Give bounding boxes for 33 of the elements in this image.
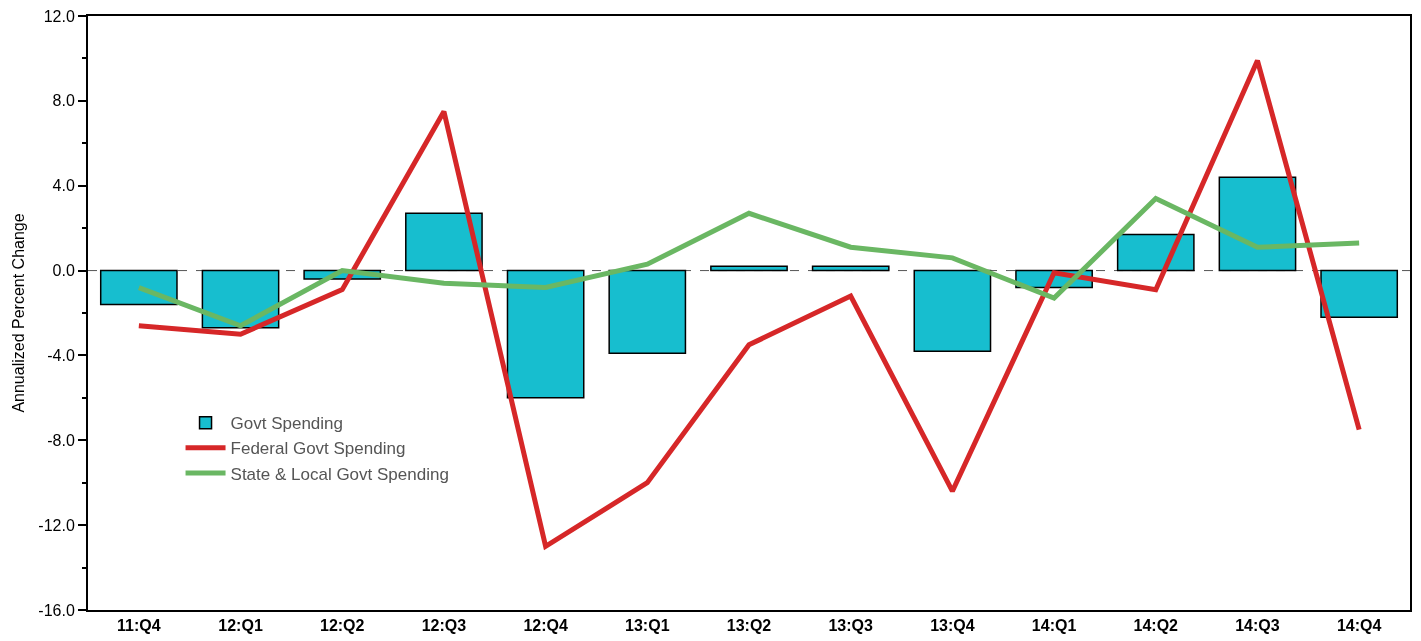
x-tick-label: 14:Q3: [1235, 617, 1280, 635]
y-tick-label: 4.0: [52, 177, 75, 195]
bar: [1218, 176, 1297, 272]
bar: [1320, 269, 1399, 318]
x-tick-label: 14:Q1: [1031, 617, 1077, 635]
y-tick-label: -16.0: [38, 601, 75, 619]
x-tick-label: 11:Q4: [117, 617, 161, 635]
y-tick-label: -4.0: [47, 347, 75, 365]
y-tick-label: -8.0: [47, 431, 75, 449]
legend-label: State & Local Govt Spending: [230, 464, 449, 484]
bar: [608, 269, 687, 355]
x-tick-label: 12:Q3: [421, 617, 467, 635]
x-tick-label: 13:Q4: [930, 617, 975, 635]
x-tick-label: 12:Q4: [523, 617, 568, 635]
y-tick-label: -12.0: [38, 516, 75, 534]
x-tick-label: 14:Q4: [1336, 617, 1382, 635]
x-tick-label: 12:Q1: [218, 617, 263, 635]
legend-label: Govt Spending: [230, 414, 344, 434]
bar: [1116, 233, 1195, 272]
bar: [913, 269, 992, 352]
bar: [99, 269, 178, 306]
y-tick-label: 12.0: [43, 7, 75, 25]
x-tick-label: 12:Q2: [320, 617, 365, 635]
x-tick-label: 13:Q3: [828, 617, 874, 635]
legend-label: Federal Govt Spending: [230, 439, 406, 459]
y-axis-title: Annualized Percent Change: [9, 213, 27, 413]
x-tick-label: 13:Q1: [625, 617, 670, 635]
y-tick-label: 0.0: [52, 262, 75, 280]
bar: [506, 269, 585, 399]
y-tick-label: 8.0: [52, 92, 75, 110]
x-tick-label: 14:Q2: [1133, 617, 1179, 635]
x-tick-label: 13:Q2: [726, 617, 772, 635]
bar: [405, 212, 483, 272]
